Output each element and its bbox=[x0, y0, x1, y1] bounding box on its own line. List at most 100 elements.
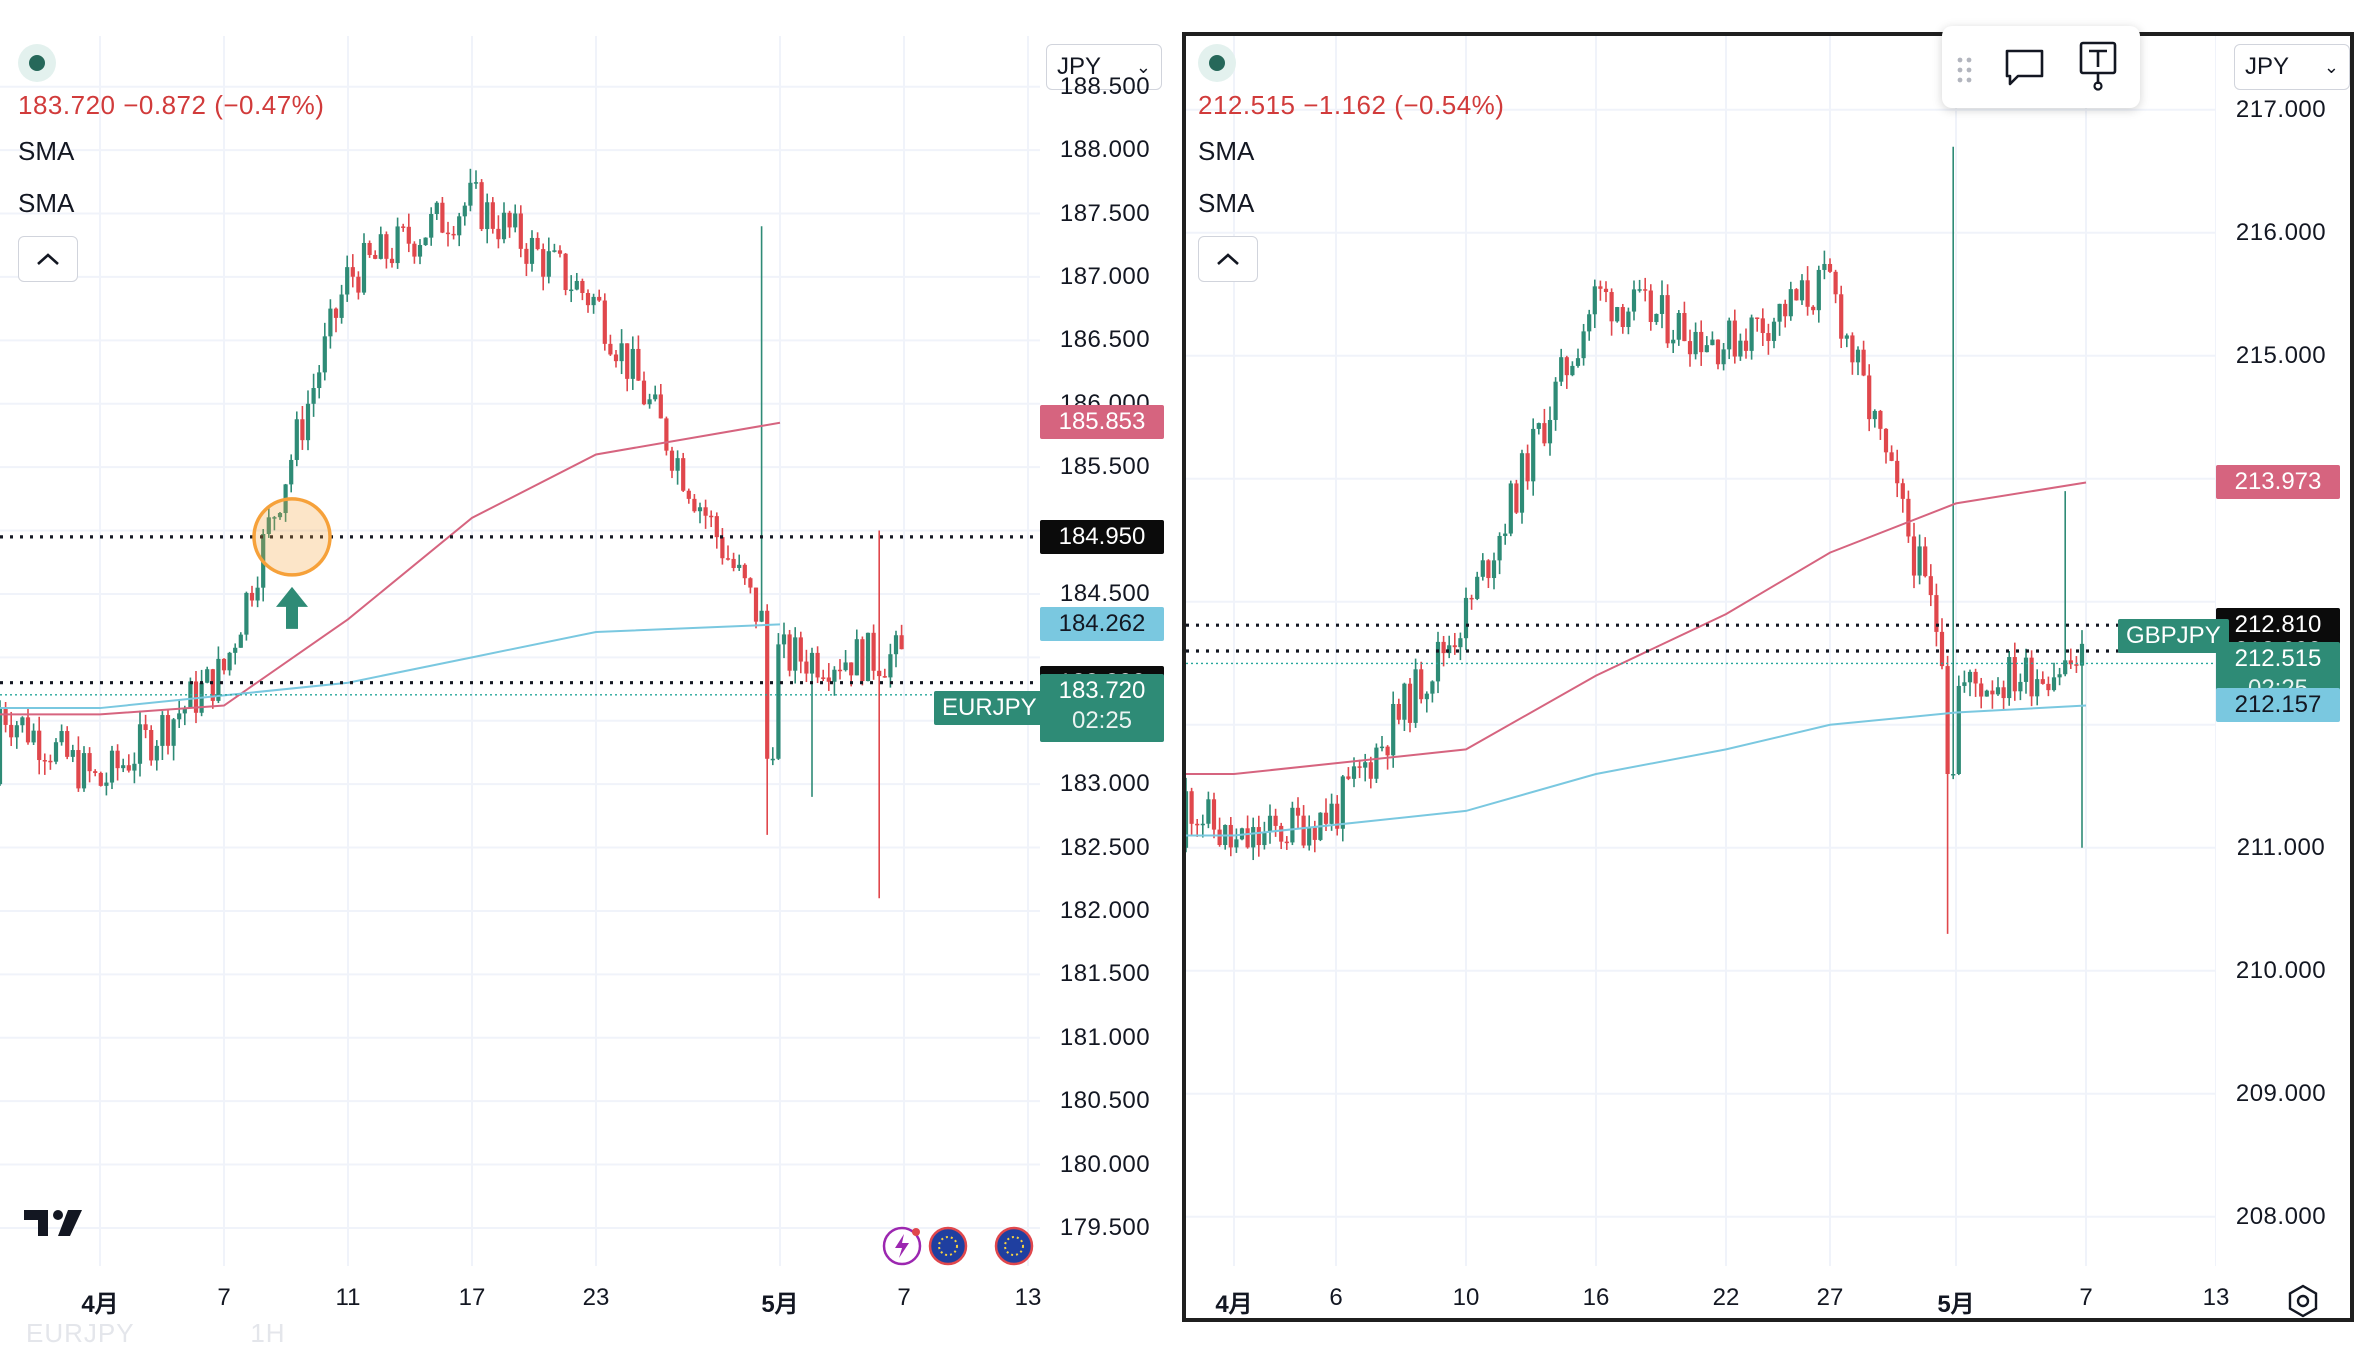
candle bbox=[2074, 656, 2079, 673]
candle bbox=[1480, 553, 1485, 581]
price-scale-eurjpy[interactable]: 188.500 188.000 187.500 187.000 186.500 186.0… bbox=[1040, 36, 1180, 1266]
collapse-legend-button-right[interactable] bbox=[1198, 236, 1258, 282]
candle bbox=[697, 502, 703, 524]
candle bbox=[1811, 305, 1816, 315]
candle bbox=[233, 643, 238, 665]
candle bbox=[490, 197, 495, 234]
candle bbox=[1251, 817, 1256, 861]
chart-settings-icon[interactable] bbox=[2286, 1284, 2320, 1323]
chart-canvas-eurjpy[interactable] bbox=[0, 36, 1040, 1266]
candle bbox=[485, 193, 490, 244]
candle bbox=[625, 343, 630, 392]
candle bbox=[602, 293, 607, 351]
price-badge-last: 183.720 02:25 bbox=[1040, 673, 1164, 742]
candle bbox=[1962, 670, 1967, 693]
candle bbox=[1447, 635, 1452, 659]
candle bbox=[742, 563, 747, 585]
candle bbox=[1307, 815, 1312, 851]
currency-select-right[interactable]: JPY ⌄ bbox=[2234, 44, 2350, 90]
candle bbox=[1967, 669, 1973, 697]
candle bbox=[630, 336, 635, 390]
candle bbox=[1559, 348, 1564, 387]
candle bbox=[37, 716, 42, 775]
candle bbox=[759, 226, 764, 623]
candle bbox=[664, 416, 669, 456]
candle bbox=[1783, 299, 1788, 328]
candle bbox=[821, 669, 826, 682]
candle bbox=[1553, 377, 1558, 431]
text-note-icon[interactable] bbox=[2078, 40, 2120, 92]
candle bbox=[832, 666, 837, 696]
candle bbox=[613, 349, 619, 368]
price-tick: 181.500 bbox=[1059, 960, 1151, 988]
candle bbox=[647, 393, 652, 409]
plot-area-eurjpy[interactable] bbox=[0, 36, 1040, 1266]
last-price: 212.515 bbox=[1198, 90, 1296, 120]
candle bbox=[2051, 662, 2057, 692]
candle bbox=[1346, 767, 1351, 781]
currency-select[interactable]: JPY ⌄ bbox=[1046, 44, 1162, 90]
candle bbox=[25, 707, 31, 745]
candle bbox=[787, 629, 792, 677]
candle bbox=[709, 510, 714, 528]
plot-area-gbpjpy[interactable] bbox=[1186, 36, 2216, 1266]
candle bbox=[865, 632, 871, 682]
event-eu-flag-icon-2[interactable] bbox=[994, 1226, 1034, 1271]
candle bbox=[65, 726, 70, 760]
candle bbox=[1833, 269, 1838, 304]
time-label: 5月 bbox=[1937, 1291, 1975, 1318]
candle bbox=[1234, 828, 1239, 853]
candle bbox=[356, 271, 361, 300]
footer-interval: 1H bbox=[250, 1318, 286, 1348]
candle bbox=[423, 237, 428, 246]
price-scale-gbpjpy[interactable]: 217.000 216.000 215.000 211.000 210.000 209.0… bbox=[2216, 36, 2354, 1266]
candle bbox=[1889, 445, 1894, 462]
candle bbox=[1531, 418, 1536, 496]
indicator-sma-2-right[interactable]: SMA bbox=[1198, 188, 1255, 218]
candle bbox=[457, 212, 462, 247]
event-eu-flag-icon[interactable] bbox=[928, 1226, 968, 1271]
candle bbox=[882, 668, 887, 678]
candle bbox=[776, 633, 781, 761]
chart-pane-eurjpy[interactable]: 183.720 −0.872 (−0.47%) SMA SMA JPY ⌄ 18… bbox=[0, 0, 1180, 1351]
chart-pane-gbpjpy[interactable]: 212.515 −1.162 (−0.54%) SMA SMA JPY ⌄ 21… bbox=[1182, 0, 2360, 1351]
candle bbox=[1419, 661, 1424, 704]
candle bbox=[1906, 490, 1911, 543]
indicator-sma-1-right[interactable]: SMA bbox=[1198, 136, 1255, 166]
floating-toolbar[interactable] bbox=[1942, 26, 2140, 108]
price-badge-sma-blue: 212.157 bbox=[2216, 688, 2340, 723]
candle bbox=[513, 204, 518, 233]
candle bbox=[535, 232, 540, 251]
candle bbox=[1872, 409, 1877, 428]
candle bbox=[1799, 274, 1805, 305]
chart-canvas-gbpjpy[interactable] bbox=[1186, 36, 2216, 1266]
candle bbox=[1284, 836, 1289, 850]
time-label: 10 bbox=[1452, 1284, 1480, 1311]
indicator-sma-2[interactable]: SMA bbox=[18, 188, 75, 218]
candle bbox=[877, 530, 882, 899]
candle bbox=[1788, 281, 1793, 321]
collapse-legend-button[interactable] bbox=[18, 236, 78, 282]
candle bbox=[1659, 280, 1665, 329]
candle bbox=[843, 650, 848, 672]
event-dividend-icon[interactable] bbox=[882, 1226, 922, 1271]
indicator-sma-1[interactable]: SMA bbox=[18, 136, 75, 166]
candle bbox=[591, 293, 596, 314]
candle bbox=[1710, 331, 1715, 346]
candle bbox=[1844, 333, 1849, 348]
drag-handle-icon[interactable] bbox=[1956, 56, 1974, 84]
candle bbox=[1273, 808, 1278, 837]
status-dot-icon bbox=[18, 44, 56, 82]
chevron-up-icon bbox=[37, 253, 59, 265]
candle bbox=[1570, 361, 1575, 377]
candle bbox=[1256, 815, 1261, 857]
candle bbox=[574, 272, 579, 291]
candle bbox=[137, 710, 143, 777]
tradingview-logo-icon[interactable] bbox=[22, 1206, 86, 1245]
candle bbox=[165, 709, 171, 755]
footer-symbol-watermark: EURJPY 1H bbox=[26, 1318, 286, 1349]
candle bbox=[837, 659, 843, 680]
candle bbox=[1671, 329, 1676, 354]
candle bbox=[109, 745, 115, 790]
comment-icon[interactable] bbox=[2004, 48, 2046, 88]
